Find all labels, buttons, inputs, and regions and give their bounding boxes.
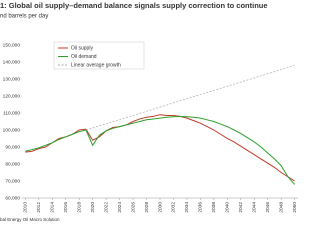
chart-title: 1: Global oil supply–demand balance sign… xyxy=(0,1,268,10)
x-tick-label: 2018 xyxy=(76,202,82,213)
x-tick-label: 2044 xyxy=(252,202,258,213)
y-tick-label: 140,000 xyxy=(3,59,21,65)
y-tick-label: 70,000 xyxy=(5,178,20,184)
y-tick-label: 60,000 xyxy=(5,195,20,201)
source-note: bal Energy Oil Macro Solution xyxy=(0,217,60,222)
x-tick-label: 2020 xyxy=(90,202,96,213)
legend-label: Linear average growth xyxy=(71,62,121,68)
legend-label: Oil demand xyxy=(71,54,97,60)
x-tick-label: 2010 xyxy=(23,202,29,213)
data-line xyxy=(25,115,296,185)
x-tick-label: 2014 xyxy=(50,202,56,213)
x-tick-label: 2040 xyxy=(225,202,231,213)
x-tick-label: 2016 xyxy=(63,202,69,213)
x-tick-label: 2022 xyxy=(103,202,109,213)
y-tick-label: 90,000 xyxy=(5,144,20,150)
x-tick-label: 2038 xyxy=(211,202,217,213)
x-tick-label: 2026 xyxy=(130,202,136,213)
x-tick-label: 2032 xyxy=(171,202,177,213)
chart-subtitle: nd barrels per day xyxy=(0,14,48,20)
x-tick-label: 2030 xyxy=(157,202,163,213)
y-tick-label: 80,000 xyxy=(5,161,20,167)
y-tick-label: 110,000 xyxy=(3,110,20,116)
y-tick-label: 130,000 xyxy=(3,76,21,82)
x-tick-label: 2012 xyxy=(36,202,42,213)
legend-label: Oil supply xyxy=(71,45,93,51)
y-tick-label: 120,000 xyxy=(3,93,21,99)
x-tick-label: 2048 xyxy=(278,202,284,213)
y-tick-label: 150,000 xyxy=(3,42,21,48)
x-tick-label: 2050 xyxy=(292,202,298,213)
y-tick-label: 100,000 xyxy=(3,127,21,133)
x-tick-label: 2036 xyxy=(198,202,204,213)
legend-box xyxy=(53,41,145,70)
x-tick-label: 2028 xyxy=(144,202,150,213)
data-line xyxy=(85,65,295,131)
x-tick-label: 2042 xyxy=(238,202,244,213)
data-line xyxy=(25,114,295,182)
chart: 1: Global oil supply–demand balance sign… xyxy=(0,1,298,222)
x-tick-label: 2024 xyxy=(117,202,123,213)
x-tick-label: 2034 xyxy=(184,202,190,213)
x-tick-label: 2046 xyxy=(265,202,271,213)
